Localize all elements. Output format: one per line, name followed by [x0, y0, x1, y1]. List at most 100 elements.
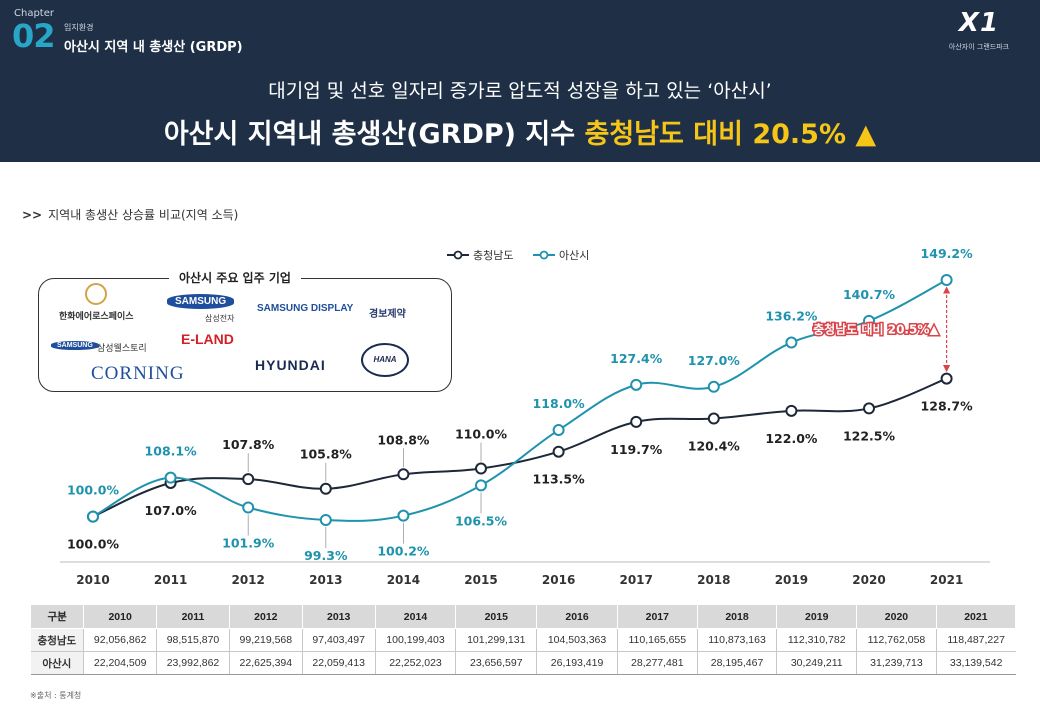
chapter-title: 아산시 지역 내 총생산 (GRDP) — [64, 40, 243, 55]
data-point — [863, 314, 875, 327]
x-tick-label: 2014 — [387, 573, 420, 587]
company-samsung-welstory: 삼성웰스토리 — [97, 343, 147, 353]
data-label: 140.7% — [843, 287, 896, 302]
table-header: 2012 — [228, 604, 303, 629]
data-label: 106.5% — [455, 513, 508, 528]
table-cell: 26,193,419 — [536, 651, 618, 675]
legend-marker — [453, 250, 463, 260]
difference-annotation: 충청남도 대비 20.5%▲ — [813, 321, 939, 336]
table-cell: 101,299,131 — [455, 628, 537, 652]
x-tick-label: 2012 — [231, 573, 264, 587]
company-eland: E-LAND — [181, 331, 234, 347]
data-label: 107.0% — [145, 503, 198, 518]
x-tick-label: 2019 — [775, 573, 808, 587]
data-point — [552, 445, 565, 458]
x-tick-label: 2020 — [852, 573, 885, 587]
data-point — [164, 471, 177, 484]
table-header: 2013 — [301, 604, 376, 629]
chart-legend: 충청남도 아산시 — [447, 249, 589, 262]
table-header: 2019 — [776, 604, 858, 629]
data-label: 127.0% — [688, 353, 741, 368]
table-cell: 92,056,862 — [83, 628, 157, 652]
table-cell: 33,139,542 — [935, 651, 1016, 675]
table-cell: 28,277,481 — [616, 651, 698, 675]
table-header: 2018 — [696, 604, 778, 629]
table-cell: 22,059,413 — [301, 651, 376, 675]
data-point — [319, 514, 332, 526]
table-cell: 22,252,023 — [374, 651, 456, 675]
series-line-asan — [92, 279, 948, 522]
section-title-text: 지역내 총생산 상승률 비교(지역 소득) — [48, 208, 239, 222]
data-point — [242, 473, 255, 486]
table-cell: 118,487,227 — [935, 628, 1016, 652]
data-label: 127.4% — [610, 351, 663, 366]
company-corning: CORNING — [91, 363, 185, 384]
table-cell: 97,403,497 — [301, 628, 376, 652]
source-note: ※출처 : 통계청 — [30, 691, 82, 700]
table-cell: 112,310,782 — [776, 628, 857, 652]
legend-marker — [539, 250, 549, 260]
data-point — [475, 479, 487, 492]
headline-main-text: 아산시 지역내 총생산(GRDP) 지수 — [163, 119, 585, 150]
hanwha-logo-icon — [85, 283, 107, 305]
series-line-chungnam — [92, 377, 947, 518]
company-hyundai: HYUNDAI — [255, 357, 326, 373]
data-label: 100.0% — [67, 537, 120, 552]
table-header: 2016 — [536, 604, 618, 629]
data-point — [552, 424, 565, 437]
data-label: 99.3% — [304, 548, 348, 563]
grdp-table: 구분 2010 2011 2012 2013 2014 2015 2016 20… — [29, 604, 1017, 675]
data-label: 136.2% — [765, 309, 818, 324]
table-header-row: 구분 2010 2011 2012 2013 2014 2015 2016 20… — [29, 604, 1017, 629]
legend-label: 충청남도 — [473, 249, 513, 262]
data-label: 100.0% — [67, 483, 120, 498]
company-samsung-electronics: 삼성전자 — [205, 314, 235, 323]
table-row: 충청남도 92,056,862 98,515,870 99,219,568 97… — [30, 628, 1016, 652]
x-tick-label: 2017 — [619, 573, 652, 587]
data-point — [87, 510, 99, 523]
brand: X1 아산자이 그랜드파크 — [934, 10, 1024, 52]
table-cell: 28,195,467 — [696, 651, 777, 675]
x-tick-label: 2021 — [930, 573, 963, 587]
data-point — [397, 468, 410, 481]
headline-main: 아산시 지역내 총생산(GRDP) 지수 충청남도 대비 20.5% ▲ — [0, 112, 1040, 151]
chapter-number: 02 — [12, 17, 56, 55]
x-tick-label: 2016 — [542, 573, 575, 587]
table-row: 아산시 22,204,509 23,992,862 22,625,394 22,… — [30, 651, 1016, 675]
table-header: 2015 — [455, 604, 538, 629]
table-cell: 30,249,211 — [776, 651, 857, 675]
table-cell: 110,165,655 — [616, 628, 698, 652]
header-banner: Chapter 02 입지환경 아산시 지역 내 총생산 (GRDP) X1 아… — [0, 0, 1040, 162]
table-header: 2010 — [83, 604, 158, 629]
table-header: 2017 — [616, 604, 698, 629]
chapter-word: Chapter — [14, 8, 54, 19]
brand-logo: X1 — [958, 8, 1000, 38]
line-chart: 충청남도 아산시 100.0% 107.0% 107.8% 105.8% 108.8% 11… — [60, 246, 990, 587]
data-point — [397, 509, 410, 522]
data-point — [785, 336, 798, 349]
table-cell: 아산시 — [30, 651, 84, 675]
data-label: 118.0% — [533, 396, 586, 411]
table-header: 2011 — [156, 604, 230, 629]
x-tick-label: 2015 — [464, 573, 497, 587]
brand-name: 아산자이 그랜드파크 — [948, 43, 1010, 51]
x-axis: 2010 2011 2012 2013 2014 2015 2016 2017 2018 2019… — [60, 561, 990, 587]
data-label: 107.8% — [222, 437, 275, 452]
data-label: 119.7% — [610, 442, 663, 457]
data-point — [630, 415, 643, 428]
data-label: 128.7% — [921, 399, 974, 414]
table-header: 2021 — [935, 604, 1017, 629]
table-cell: 100,199,403 — [374, 628, 456, 652]
data-point — [707, 380, 720, 393]
data-point — [242, 501, 255, 514]
major-companies-box: 아산시 주요 입주 기업 한화에어로스페이스 SAMSUNG 삼성전자 SAMS… — [38, 269, 452, 392]
company-samsung-display: SAMSUNG DISPLAY — [257, 303, 354, 314]
table-cell: 충청남도 — [30, 628, 84, 652]
x-tick-label: 2013 — [309, 573, 342, 587]
table-header: 2014 — [374, 604, 457, 629]
company-hanwha: 한화에어로스페이스 — [59, 311, 134, 321]
table-cell: 23,656,597 — [455, 651, 537, 675]
data-point — [785, 404, 798, 417]
double-chevron-icon: >> — [22, 208, 43, 222]
data-label: 100.2% — [377, 544, 430, 559]
